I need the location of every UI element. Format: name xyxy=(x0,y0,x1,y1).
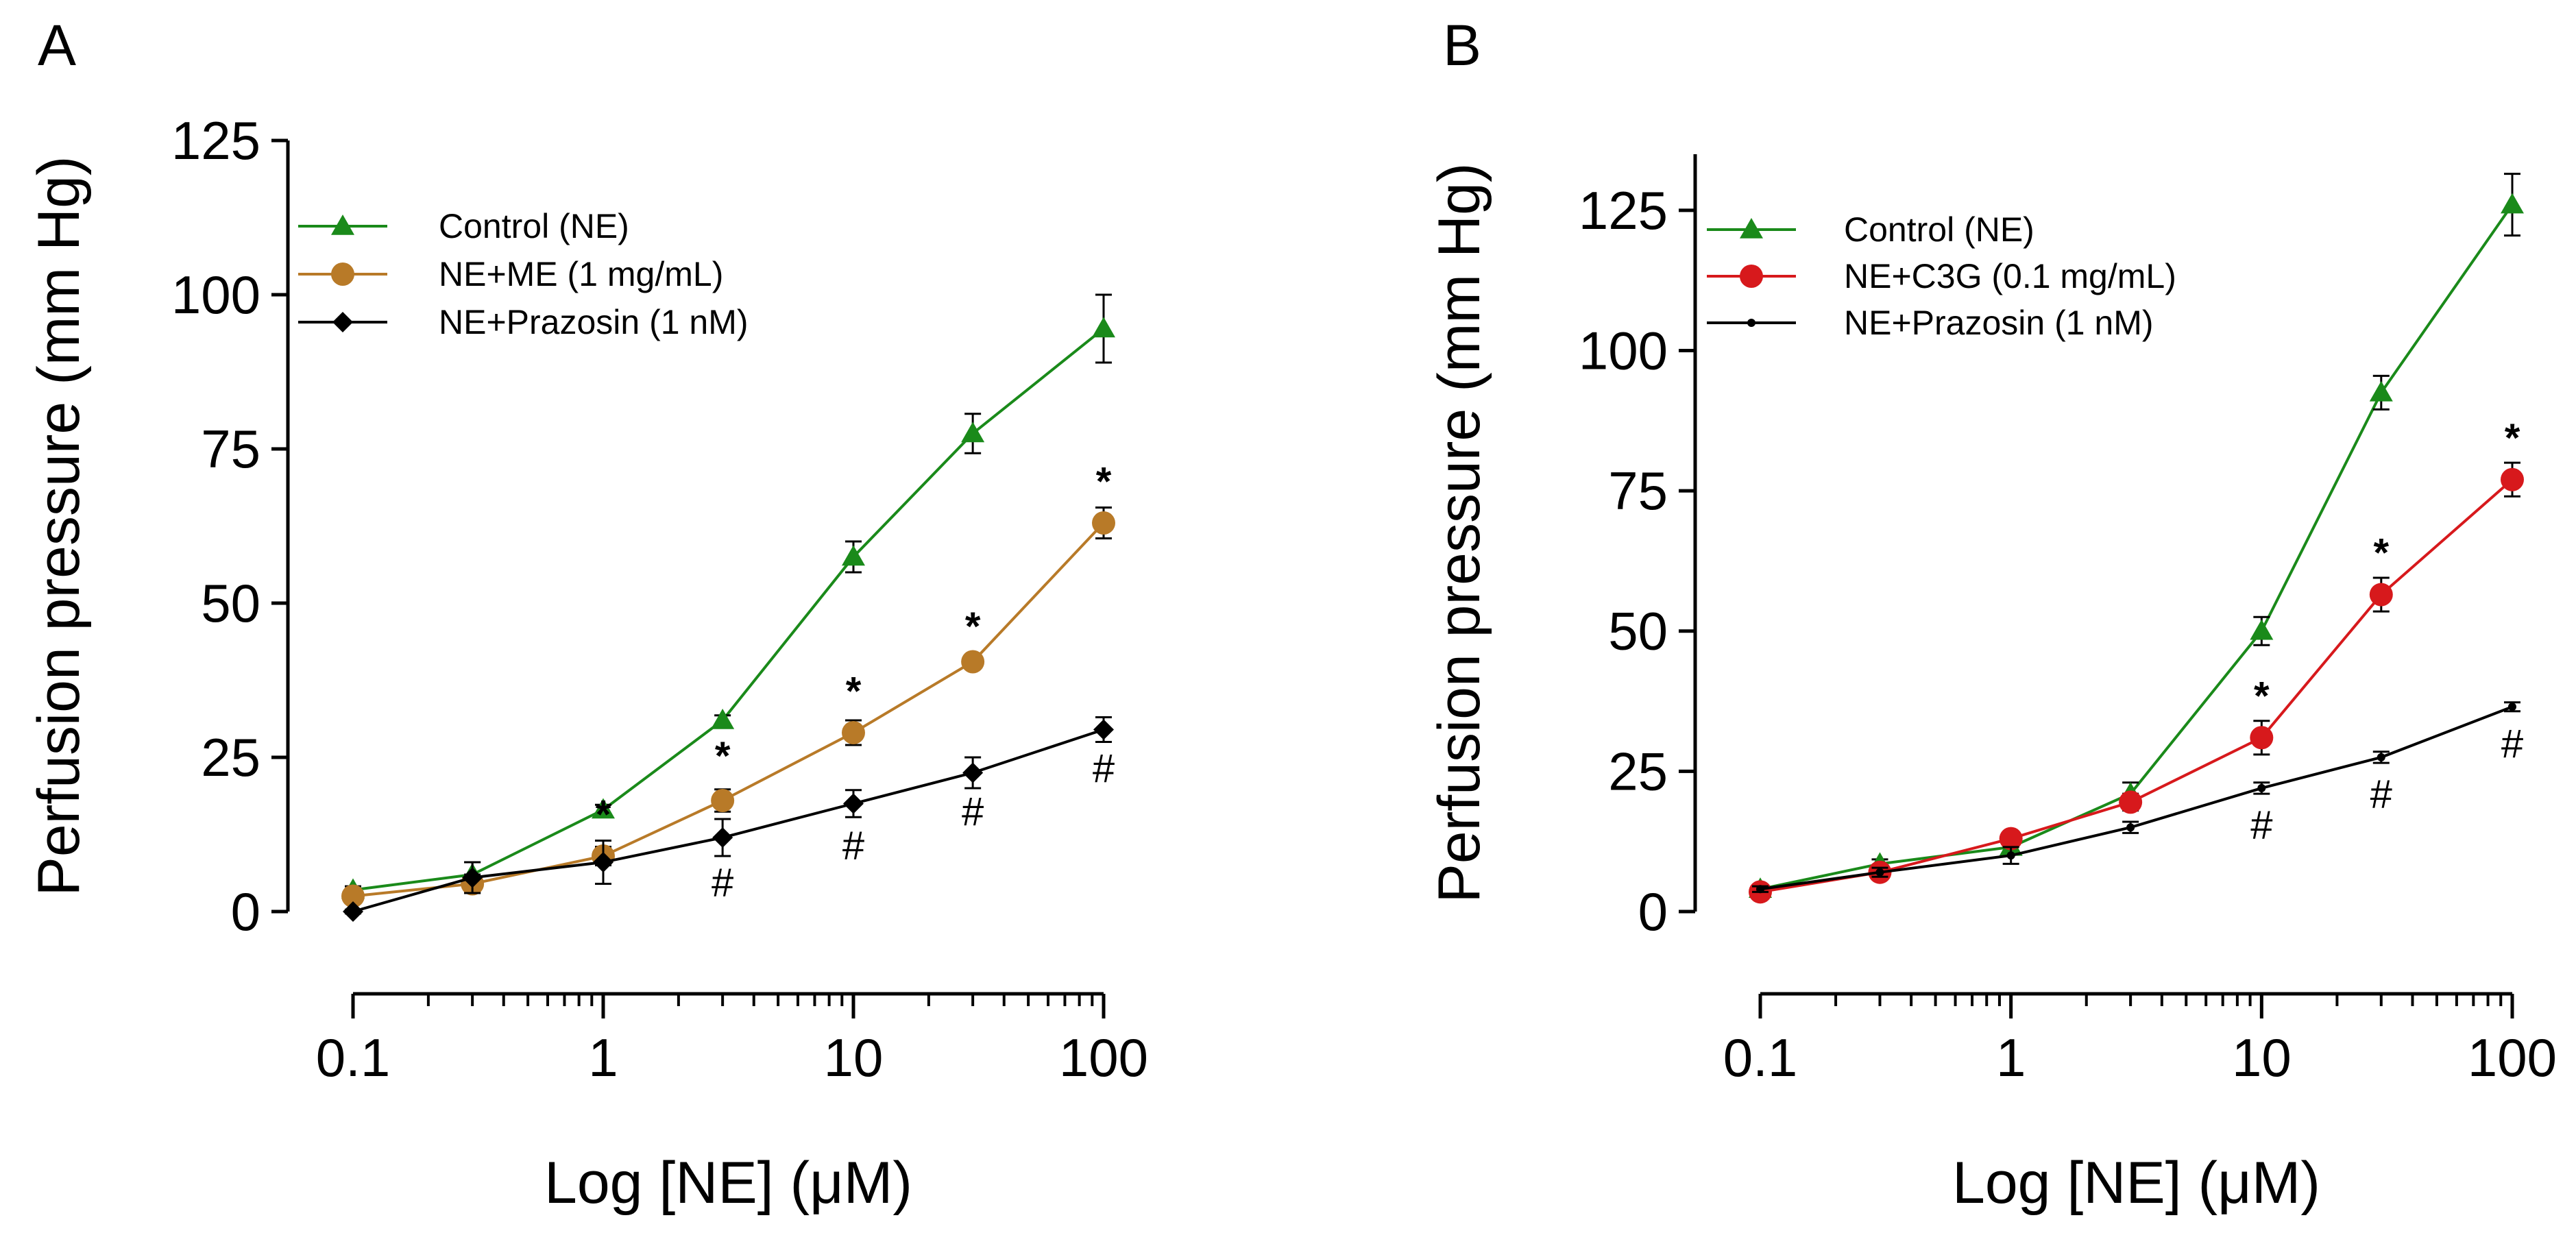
panel-b-data-point xyxy=(2369,380,2393,402)
panel-a-significance-mark: * xyxy=(965,605,981,649)
panel-b-significance-mark: # xyxy=(2501,722,2523,766)
panel-b-series-2 xyxy=(1749,461,2524,904)
panel-b-data-point xyxy=(1999,827,2023,851)
panel-a-data-point xyxy=(962,762,984,783)
panel-a-data-point xyxy=(711,709,735,729)
panel-b-x-axis-title: Log [NE] (μM) xyxy=(1952,1150,2320,1216)
panel-a-data-point xyxy=(961,422,985,443)
panel-a-series-2 xyxy=(341,506,1115,908)
panel-a-data-point xyxy=(1092,511,1115,535)
panel-a-y-tick-label: 25 xyxy=(201,727,260,788)
panel-b-y-tick-label: 25 xyxy=(1608,741,1668,801)
panel-b-data-point xyxy=(2250,619,2274,640)
panel-b-data-point xyxy=(2501,193,2524,214)
panel-b-significance-mark: # xyxy=(2370,772,2392,817)
panel-a-legend-marker xyxy=(331,263,354,286)
panel-b-significance-mark: * xyxy=(2505,416,2520,461)
panel-b-data-point xyxy=(2501,467,2524,491)
panel-b-legend-marker xyxy=(1740,218,1763,239)
panel-b-y-axis-title: Perfusion pressure (mm Hg) xyxy=(1426,162,1492,903)
panel-b-significance-mark: * xyxy=(2254,674,2270,718)
panel-a-label: A xyxy=(38,13,76,77)
panel-b-data-point xyxy=(2250,726,2274,750)
panel-a-data-point xyxy=(593,852,613,872)
panel-b-legend-label: NE+Prazosin (1 nM) xyxy=(1844,304,2154,342)
panel-a-legend: Control (NE) NE+ME (1 mg/mL) NE+Prazosin (… xyxy=(298,207,749,341)
panel-a-data-point xyxy=(592,798,615,819)
panel-a-y-tick-label: 75 xyxy=(201,419,260,479)
panel-a-y-tick-label: 125 xyxy=(171,110,260,171)
panel-b-data-point xyxy=(2126,823,2135,832)
panel-b-y-tick-label: 125 xyxy=(1579,180,1668,241)
panel-b-significance-mark: * xyxy=(2374,531,2390,576)
panel-b-y-tick-label: 75 xyxy=(1608,461,1668,521)
panel-a-significance-mark: * xyxy=(846,670,862,714)
panel-a-x-axis-title: Log [NE] (μM) xyxy=(544,1150,912,1216)
panel-b-legend-marker xyxy=(1740,265,1763,288)
panel-a-data-point xyxy=(1092,317,1115,338)
panel-a-significance-mark: * xyxy=(1096,460,1112,504)
panel-a-data-point xyxy=(462,867,483,888)
panel-b-data-point xyxy=(2006,851,2015,860)
panel-a-data-point xyxy=(843,793,864,814)
panel-b-data-point xyxy=(1756,885,1764,894)
panel-a-data-point xyxy=(842,545,865,566)
panel-b-x-tick-label: 10 xyxy=(2232,1027,2292,1088)
panel-a-y-tick-label: 0 xyxy=(231,881,260,942)
panel-a-legend-label: NE+ME (1 mg/mL) xyxy=(439,255,723,293)
panel-a-legend-label: NE+Prazosin (1 nM) xyxy=(439,303,749,341)
panel-a-series-3 xyxy=(343,716,1114,922)
panel-a-y-tick-label: 50 xyxy=(201,573,260,633)
panel-b-legend-label: Control (NE) xyxy=(1844,210,2034,249)
panel-a-significance-mark: # xyxy=(962,790,984,834)
panel-a-data-point xyxy=(1093,719,1114,740)
panel-b: B 0 25 50 75 100 125 0.1 1 10 100 Log [NE] (μM) Perf… xyxy=(1426,13,2557,1216)
panel-a-data-point xyxy=(842,721,865,744)
panel-a-x-tick-label: 10 xyxy=(824,1027,884,1088)
panel-a-legend-marker xyxy=(331,215,354,235)
panel-b-legend-marker xyxy=(1747,319,1755,327)
panel-a: A 0 25 50 75 100 125 0.1 1 10 100 Log [NE] (μM) Perf… xyxy=(26,13,1148,1216)
panel-a-legend-label: Control (NE) xyxy=(439,207,629,245)
panel-a-data-point xyxy=(961,650,985,674)
panel-b-data-point xyxy=(2119,790,2143,814)
panel-a-significance-mark: # xyxy=(712,861,733,905)
panel-a-x-tick-label: 100 xyxy=(1059,1027,1148,1088)
panel-b-significance-mark: # xyxy=(2250,803,2272,848)
panel-b-data-point xyxy=(2508,703,2516,711)
panel-a-significance-mark: * xyxy=(596,793,611,838)
panel-b-label: B xyxy=(1443,13,1481,77)
panel-a-significance-mark: # xyxy=(1093,746,1115,791)
panel-b-legend-label: NE+C3G (0.1 mg/mL) xyxy=(1844,257,2176,295)
panel-b-y-tick-label: 100 xyxy=(1579,320,1668,380)
panel-a-significance-mark: # xyxy=(842,824,864,868)
panel-a-y-axis-title: Perfusion pressure (mm Hg) xyxy=(26,156,92,896)
panel-b-x-tick-label: 100 xyxy=(2468,1027,2557,1088)
panel-b-data-point xyxy=(1875,868,1884,877)
panel-a-x-tick-label: 0.1 xyxy=(316,1027,390,1088)
panel-a-data-point xyxy=(341,884,365,908)
panel-b-x-tick-label: 0.1 xyxy=(1723,1027,1797,1088)
panel-b-data-point xyxy=(2257,783,2266,792)
panel-a-data-point xyxy=(343,901,363,922)
panel-b-data-point xyxy=(2369,583,2393,607)
panel-b-legend: Control (NE) NE+C3G (0.1 mg/mL) NE+Prazosi… xyxy=(1707,210,2176,342)
panel-a-legend-marker xyxy=(332,312,353,332)
panel-a-x-tick-label: 1 xyxy=(588,1027,618,1088)
panel-b-x-tick-label: 1 xyxy=(1996,1027,2026,1088)
panel-b-series-3 xyxy=(1752,701,2520,894)
panel-a-data-point xyxy=(712,827,733,848)
panel-a-y-tick-label: 100 xyxy=(171,265,260,325)
panel-a-significance-mark: * xyxy=(715,734,731,779)
panel-b-series-line xyxy=(1760,478,2514,894)
panel-a-data-point xyxy=(711,789,735,812)
panel-b-y-tick-label: 0 xyxy=(1638,881,1668,942)
panel-b-data-point xyxy=(2377,753,2385,761)
panel-b-y-tick-label: 50 xyxy=(1608,601,1668,661)
